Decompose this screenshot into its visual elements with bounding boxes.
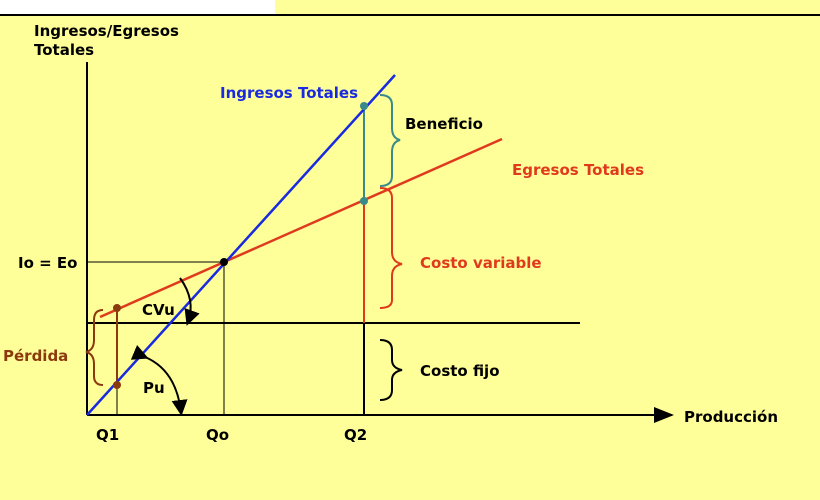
q2-cost-point (360, 197, 368, 205)
q1-revenue-point (113, 381, 121, 389)
variable-cost-label: Costo variable (420, 254, 542, 272)
cvu-angle-arrow (179, 277, 200, 326)
q1-tick-label: Q1 (96, 426, 119, 444)
pu-label: Pu (143, 379, 165, 397)
total-revenue-label: Ingresos Totales (220, 84, 358, 102)
top-white-strip (0, 0, 275, 14)
profit-label: Beneficio (405, 115, 483, 133)
loss-brace (85, 309, 104, 386)
break-even-value-label: Io = Eo (18, 254, 77, 272)
y-axis-label-line2: Totales (34, 41, 94, 59)
cvu-label: CVu (142, 301, 175, 319)
x-axis-label: Producción (684, 408, 778, 426)
profit-brace (379, 94, 401, 187)
fixed-cost-label: Costo fijo (420, 362, 500, 380)
break-even-point (220, 258, 228, 266)
variable-cost-brace (379, 187, 403, 309)
pu-angle-arrow (130, 344, 188, 416)
q2-tick-label: Q2 (344, 426, 367, 444)
loss-label: Pérdida (3, 347, 68, 365)
q2-revenue-point (360, 102, 368, 110)
q1-cost-point (113, 304, 121, 312)
fixed-cost-brace (379, 339, 403, 401)
total-costs-label: Egresos Totales (512, 161, 644, 179)
total-costs-line (99, 137, 503, 319)
total-revenue-line (86, 74, 396, 416)
qo-tick-label: Qo (206, 426, 229, 444)
y-axis-label-line1: Ingresos/Egresos (34, 22, 179, 40)
